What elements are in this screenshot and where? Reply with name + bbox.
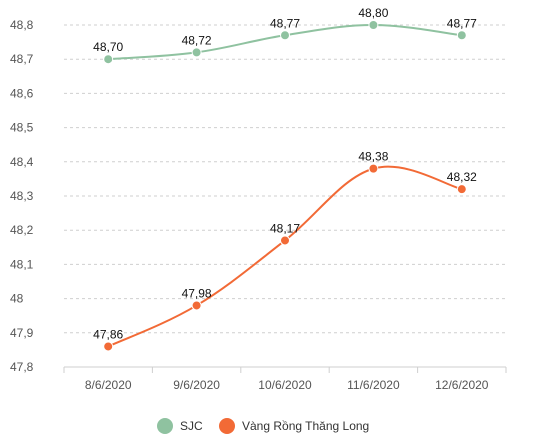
data-point bbox=[280, 30, 290, 41]
x-tick-label: 9/6/2020 bbox=[173, 378, 220, 392]
data-point bbox=[368, 20, 379, 30]
legend-swatch bbox=[219, 418, 235, 434]
x-tick-label: 11/6/2020 bbox=[347, 378, 400, 392]
x-tick-label: 10/6/2020 bbox=[258, 378, 312, 392]
data-label: 47,98 bbox=[182, 286, 212, 300]
y-tick-label: 48,7 bbox=[10, 52, 34, 66]
y-axis-ticks: 47,8 47,9 48 48,1 48,2 48,3 48,4 48,5 48,6 48,7 48… bbox=[10, 18, 34, 374]
legend: SJC Vàng Rồng Thăng Long bbox=[157, 418, 369, 434]
x-tick-label: 12/6/2020 bbox=[435, 378, 489, 392]
x-axis-ticks: 8/6/2020 9/6/2020 10/6/2020 11/6/2020 12/6/2… bbox=[63, 367, 507, 392]
data-point bbox=[191, 47, 202, 58]
y-tick-label: 48,3 bbox=[10, 189, 34, 203]
y-tick-label: 48,2 bbox=[10, 223, 34, 237]
y-tick-label: 48,4 bbox=[10, 155, 34, 169]
y-tick-label: 48 bbox=[10, 292, 24, 306]
grid-lines bbox=[64, 24, 506, 368]
data-label: 48,17 bbox=[270, 221, 300, 235]
data-label: 48,77 bbox=[447, 16, 477, 30]
x-tick-label: 8/6/2020 bbox=[85, 378, 132, 392]
series-layer: 48,70 48,72 48,77 48,80 48,77 47,86 47,98 48,17… bbox=[93, 6, 477, 352]
data-point bbox=[280, 235, 290, 246]
y-tick-label: 48,8 bbox=[10, 18, 34, 32]
y-tick-label: 48,5 bbox=[10, 121, 34, 135]
y-tick-label: 47,9 bbox=[10, 326, 34, 340]
data-label: 48,38 bbox=[358, 150, 388, 164]
data-label: 48,72 bbox=[182, 33, 212, 47]
data-label: 48,32 bbox=[447, 170, 477, 184]
data-point bbox=[456, 184, 467, 195]
legend-label: SJC bbox=[180, 419, 203, 433]
legend-swatch bbox=[157, 418, 173, 434]
data-label: 48,77 bbox=[270, 16, 300, 30]
data-point bbox=[103, 341, 114, 352]
data-label: 48,70 bbox=[93, 40, 123, 54]
y-tick-label: 47,8 bbox=[10, 360, 34, 374]
data-point bbox=[103, 54, 114, 65]
series-line bbox=[107, 165, 463, 348]
data-point bbox=[191, 300, 202, 311]
y-tick-label: 48,6 bbox=[10, 86, 34, 100]
y-tick-label: 48,1 bbox=[10, 257, 34, 271]
data-label: 47,86 bbox=[93, 327, 123, 341]
data-label: 48,80 bbox=[358, 6, 388, 20]
legend-label: Vàng Rồng Thăng Long bbox=[242, 419, 369, 433]
data-point bbox=[368, 163, 379, 174]
data-point bbox=[456, 30, 467, 41]
